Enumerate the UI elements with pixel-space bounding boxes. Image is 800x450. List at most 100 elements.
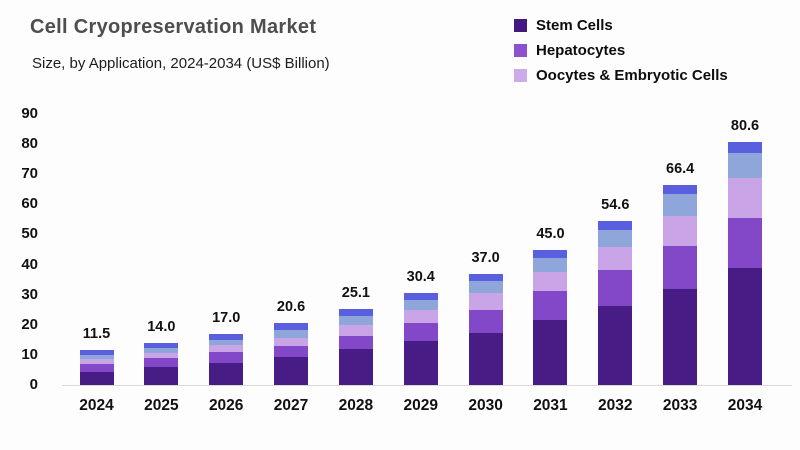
x-axis-category-label: 2031 [533, 397, 568, 414]
legend-item-hepatocytes: Hepatocytes [514, 42, 728, 59]
bar-segment-oocytes-embryotic-cells [338, 324, 373, 336]
legend-swatch-icon [514, 19, 527, 32]
bar-segment-stem-cells [598, 305, 633, 385]
bar-segment-hepatocytes [403, 322, 438, 342]
stacked-bar-2033 [663, 185, 698, 385]
bar-segment-unlabeled-blue [468, 273, 503, 281]
stacked-bar-2032 [598, 220, 633, 385]
x-axis-category-label: 2033 [662, 397, 698, 414]
bar-segment-unlabeled-light-blue [403, 300, 438, 310]
bar-segment-hepatocytes [728, 218, 762, 269]
bar-segment-unlabeled-blue [728, 142, 762, 154]
bar-segment-hepatocytes [144, 358, 179, 368]
bar-segment-unlabeled-blue [663, 185, 698, 195]
bar-segment-unlabeled-light-blue [338, 316, 373, 325]
legend-label: Hepatocytes [536, 42, 626, 59]
bar-segment-oocytes-embryotic-cells [728, 178, 762, 219]
y-axis-tick-label: 30 [21, 285, 38, 303]
bar-segment-hepatocytes [533, 290, 568, 320]
bar-segment-oocytes-embryotic-cells [144, 352, 179, 359]
bar-segment-unlabeled-light-blue [209, 339, 244, 346]
stacked-bar-2030 [468, 273, 503, 385]
bar-segment-oocytes-embryotic-cells [663, 215, 698, 247]
x-axis-category-label: 2030 [468, 397, 503, 414]
bar-segment-oocytes-embryotic-cells [79, 359, 114, 365]
bar-segment-unlabeled-light-blue [144, 347, 179, 353]
bar-segment-unlabeled-blue [533, 249, 568, 258]
bar-segment-hepatocytes [79, 364, 114, 372]
x-axis-line [62, 385, 792, 386]
bar-segment-hepatocytes [468, 310, 503, 333]
y-axis-tick-label: 90 [21, 105, 38, 122]
chart-subtitle: Size, by Application, 2024-2034 (US$ Bil… [32, 55, 330, 72]
bar-segment-unlabeled-light-blue [274, 329, 309, 339]
legend-swatch-icon [514, 44, 527, 57]
bar-segment-oocytes-embryotic-cells [274, 338, 309, 347]
bar-segment-unlabeled-light-blue [728, 153, 762, 179]
x-axis-category-label: 2024 [79, 397, 114, 414]
bar-value-label: 14.0 [147, 318, 176, 335]
stacked-bar-2034 [728, 142, 762, 385]
bar-segment-oocytes-embryotic-cells [209, 345, 244, 352]
bar-segment-stem-cells [728, 268, 762, 385]
stacked-bar-2031 [533, 249, 568, 385]
bar-segment-oocytes-embryotic-cells [598, 247, 633, 270]
x-axis-category-label: 2027 [273, 397, 309, 414]
legend-label: Stem Cells [536, 17, 613, 34]
bar-segment-stem-cells [533, 319, 568, 385]
bar-segment-unlabeled-blue [598, 220, 633, 230]
bar-segment-oocytes-embryotic-cells [403, 309, 438, 323]
bar-segment-unlabeled-blue [403, 293, 438, 301]
bar-value-label: 20.6 [276, 298, 306, 315]
y-axis-tick-label: 50 [21, 225, 38, 243]
y-axis-tick-label: 40 [21, 255, 38, 273]
bar-segment-unlabeled-blue [79, 350, 114, 355]
x-axis-category-label: 2034 [727, 397, 763, 414]
bar-value-label: 17.0 [212, 309, 241, 326]
stacked-bar-2026 [209, 333, 244, 385]
bar-segment-unlabeled-light-blue [468, 280, 503, 293]
bar-segment-stem-cells [663, 289, 698, 385]
bar-segment-stem-cells [209, 362, 244, 385]
stacked-bar-2027 [274, 323, 309, 385]
bar-segment-stem-cells [274, 356, 309, 385]
bar-segment-stem-cells [79, 371, 114, 385]
bar-segment-unlabeled-blue [144, 342, 179, 348]
bar-segment-unlabeled-light-blue [79, 354, 114, 360]
x-axis-category-label: 2029 [403, 397, 438, 414]
legend-label: Oocytes & Embryotic Cells [536, 67, 728, 84]
stacked-bar-2029 [403, 293, 438, 385]
legend-swatch-icon [514, 69, 527, 82]
bar-segment-stem-cells [338, 349, 373, 385]
y-axis-tick-label: 60 [21, 195, 38, 213]
legend-item-stem-cells: Stem Cells [514, 17, 728, 34]
y-axis-tick-label: 20 [21, 315, 38, 333]
bar-segment-oocytes-embryotic-cells [533, 272, 568, 291]
stacked-bar-2024 [79, 350, 114, 385]
bar-segment-unlabeled-blue [338, 309, 373, 317]
x-axis-category-label: 2025 [144, 397, 179, 414]
bar-segment-oocytes-embryotic-cells [468, 292, 503, 311]
y-axis-tick-label: 10 [21, 345, 38, 363]
bar-segment-stem-cells [468, 332, 503, 385]
y-axis-tick-label: 70 [21, 165, 38, 183]
bar-value-label: 45.0 [536, 225, 565, 242]
stacked-bar-2028 [338, 309, 373, 385]
bar-segment-stem-cells [144, 367, 179, 385]
bar-value-label: 54.6 [601, 196, 630, 213]
bar-segment-hepatocytes [209, 351, 244, 363]
legend: Stem Cells Hepatocytes Oocytes & Embryotic… [514, 17, 728, 84]
bar-segment-unlabeled-light-blue [598, 229, 633, 248]
bar-segment-hepatocytes [663, 246, 698, 290]
x-axis-category-label: 2026 [208, 397, 244, 414]
legend-item-oocytes-embryotic-cells: Oocytes & Embryotic Cells [514, 67, 728, 84]
bar-segment-hepatocytes [274, 346, 309, 357]
bar-segment-unlabeled-blue [209, 333, 244, 340]
y-axis-tick-label: 80 [21, 135, 38, 153]
bar-value-label: 30.4 [406, 269, 435, 286]
bar-value-label: 80.6 [730, 118, 760, 135]
bar-segment-hepatocytes [338, 335, 373, 350]
bar-segment-unlabeled-blue [274, 323, 309, 330]
chart-title: Cell Cryopreservation Market [30, 16, 317, 38]
